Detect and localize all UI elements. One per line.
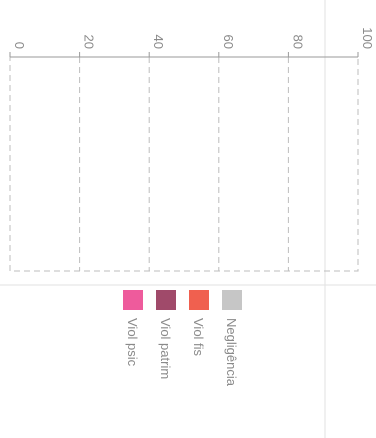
plot-area (9, 56, 359, 272)
tick-label: 40 (151, 35, 166, 49)
tick-label: 0 (12, 42, 27, 49)
tick-labels: 0 20 40 60 80 100 (9, 27, 375, 57)
tick-label: 20 (82, 35, 97, 49)
legend-swatch (156, 290, 176, 310)
legend-swatch (123, 290, 143, 310)
legend-swatch (189, 290, 209, 310)
plot-frame (9, 56, 359, 272)
legend-swatch (222, 290, 242, 310)
legend-label: Viol patrim (158, 318, 173, 379)
legend: Negligência Viol fis Viol patrim Viol psic (123, 290, 242, 387)
legend-label: Viol fis (191, 318, 206, 357)
tick-label: 60 (221, 35, 236, 49)
grid-layer (79, 57, 289, 271)
tick-label: 100 (360, 27, 375, 49)
legend-label: Negligência (224, 318, 239, 387)
tick-label: 80 (290, 35, 305, 49)
legend-label: Viol psic (125, 318, 140, 367)
